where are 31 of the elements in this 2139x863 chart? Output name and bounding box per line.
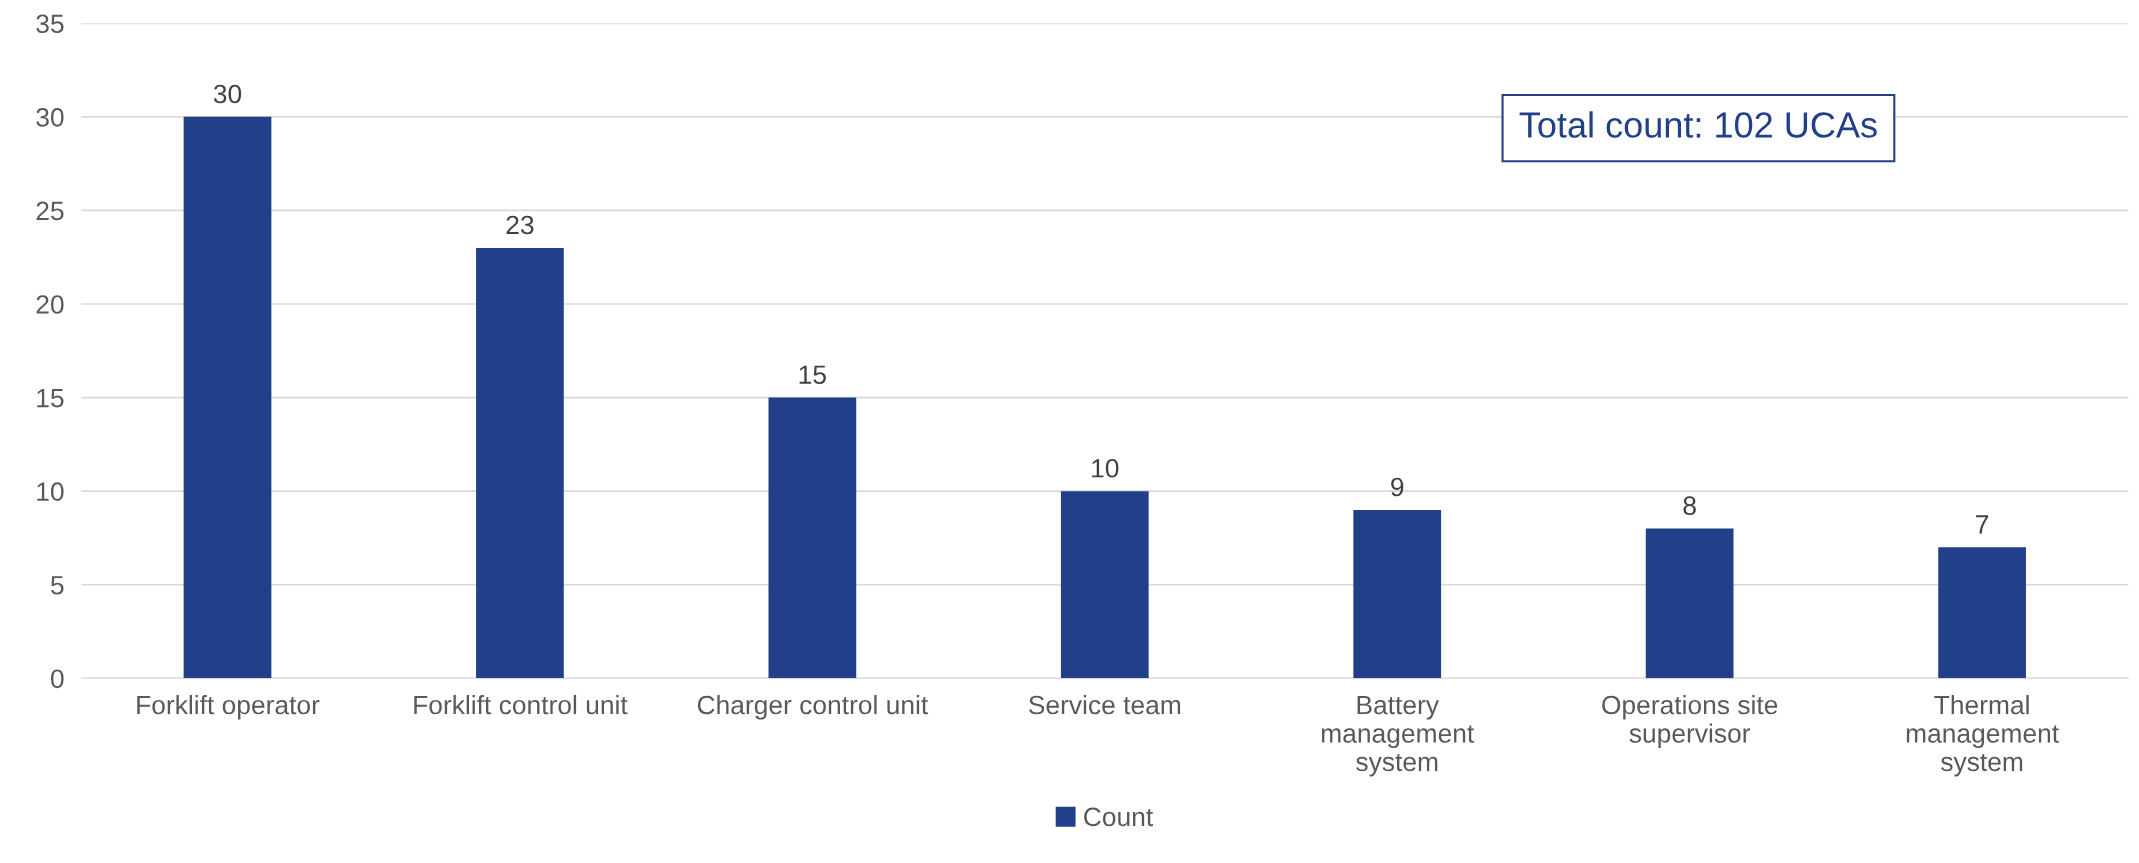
y-tick-label: 15 [37,389,64,408]
y-tick-label: 0 [50,669,64,689]
data-label: 30 [213,84,242,104]
annotation: Total count: 102 UCAs [1519,111,1877,138]
y-tick-label: 35 [36,14,64,34]
bar [183,116,272,679]
y-tick-label: 5 [51,576,64,595]
bar [1060,491,1149,679]
bar [1938,547,2026,679]
x-tick-label: Thermal management system [1906,694,2059,777]
data-label: 10 [1092,458,1119,478]
x-tick-label: Battery management system [1321,695,1475,777]
x-tick-label: Operations site supervisor [1602,694,1778,749]
data-label: 23 [506,215,534,235]
bar [476,247,564,679]
y-tick-label: 30 [36,108,64,127]
y-tick-label: 25 [36,201,64,221]
x-tick-label: Service team [1029,694,1181,715]
x-tick-label: Charger control unit [697,694,929,720]
bar [1353,509,1442,679]
data-label: 7 [1976,515,1989,534]
y-tick-label: 10 [37,482,64,501]
y-tick-label: 20 [36,295,64,314]
data-label: 15 [799,365,826,385]
bar [768,397,857,679]
bar [1645,528,1734,679]
data-label: 9 [1391,477,1404,497]
x-tick-label: Forklift control unit [414,694,628,715]
data-label: 8 [1683,496,1696,516]
legend-label: Count [1084,807,1153,827]
x-tick-label: Forklift operator [137,694,320,720]
